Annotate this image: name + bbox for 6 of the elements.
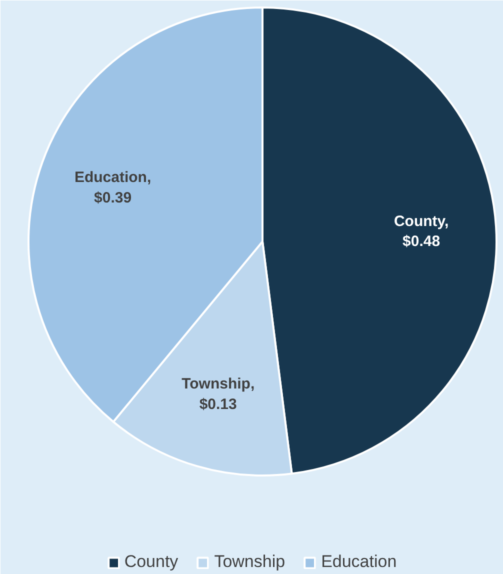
data-label: Education, $0.39 (74, 168, 152, 206)
legend-label: County (124, 552, 178, 572)
legend-label: Township (214, 552, 286, 572)
data-label: County, $0.48 (394, 212, 449, 250)
legend-label: Education (321, 552, 397, 572)
data-label: Township, $0.13 (182, 376, 255, 413)
